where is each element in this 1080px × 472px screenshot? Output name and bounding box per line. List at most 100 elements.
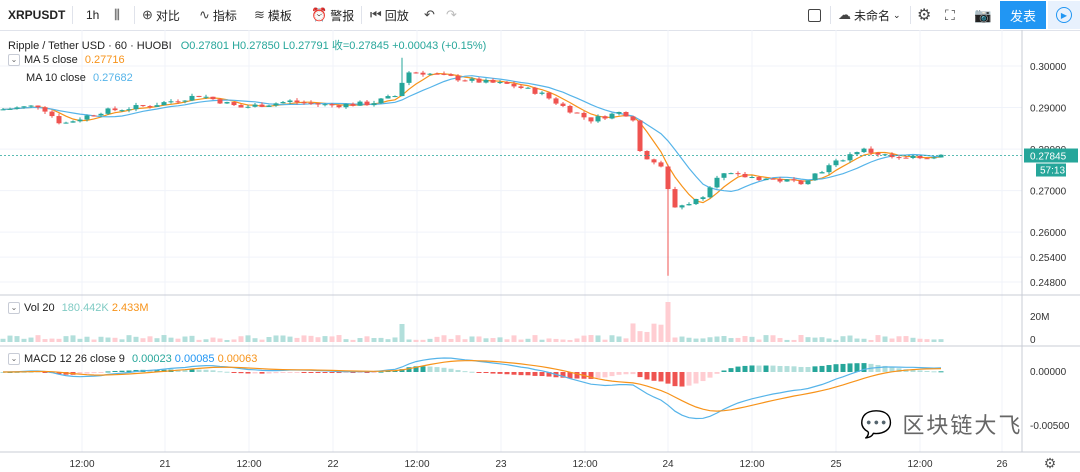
volume-bar [70,335,76,342]
macd-histogram-bar [518,372,524,376]
candle-body [343,103,349,108]
macd-histogram-bar [840,363,846,372]
undo-button[interactable]: ↶ [424,0,435,30]
volume-bar [56,338,62,342]
collapse-icon[interactable]: ⌄ [8,54,20,67]
volume-bar [609,335,615,342]
volume-bar [329,336,335,342]
volume-legend[interactable]: ⌄ Vol 20 180.442K 2.433M [8,302,149,315]
volume-bar [343,339,349,342]
volume-bar [119,339,125,342]
compare-button[interactable]: ⊕ 对比 [142,0,180,30]
macd-histogram-bar [791,366,797,372]
interval-button[interactable]: 1h [86,0,99,30]
indicators-button[interactable]: ∿ 指标 [199,0,237,30]
volume-bar [539,339,545,342]
candle-body [777,178,783,182]
indicator-lines [2,72,942,420]
candle-body [224,102,230,104]
macd-histogram-bar [427,366,433,372]
candle-body [476,78,482,83]
macd-histogram-bar [917,370,923,372]
macd-histogram-bar [910,369,916,372]
macd-histogram-bar [399,369,405,372]
candle-body [140,105,146,107]
volume-bar [651,323,657,342]
candle-body [637,120,643,152]
candle-body [469,78,475,81]
macd-histogram-bar [434,367,440,372]
candle-body [280,102,286,104]
symbol-search[interactable]: XRPUSDT [8,0,65,30]
candle-body [203,96,209,98]
fullscreen-chart-button[interactable] [808,0,821,30]
macd-histogram-bar [294,372,300,373]
macd-histogram-bar [350,372,356,373]
settings-button[interactable]: ⚙ [917,0,931,30]
macd-histogram-bar [196,369,202,372]
candle-body [406,72,412,83]
volume-bar [637,331,643,342]
collapse-icon[interactable]: ⌄ [8,302,20,315]
candle-body [322,104,328,106]
volume-bar [875,335,881,342]
candle-body [217,99,223,104]
macd-legend[interactable]: ⌄ MACD 12 26 close 9 0.00023 0.00085 0.00… [8,353,257,366]
macd-histogram-bar [679,372,685,387]
volume-bar [574,338,580,342]
macd-histogram-bar [259,372,265,374]
candle-body [819,172,825,174]
alert-button[interactable]: ⏰ 警报 [311,0,354,30]
symbol-legend: Ripple / Tether USD · 60 · HUOBI O0.2780… [8,37,486,53]
volume-bar [791,339,797,342]
volume-bar [406,339,412,342]
layout-menu[interactable]: ☁ 未命名 ⌄ [838,0,901,30]
ohlc-high: H0.27850 [232,40,280,52]
templates-button[interactable]: ≋ 模板 [254,0,292,30]
ma5-legend[interactable]: ⌄ MA 5 close 0.27716 [8,54,125,67]
redo-button[interactable]: ↷ [446,0,457,30]
volume-bar [63,336,69,342]
time-axis-label: 21 [159,459,171,470]
snapshot-button[interactable]: 📷 [974,0,991,30]
candle-body [154,105,160,107]
candle-body [336,105,342,108]
macd-histogram-bar [329,372,335,373]
macd-histogram-bar [462,371,468,373]
macd-label: MACD 12 26 close 9 [24,353,125,365]
macd-histogram-bar [273,372,279,374]
play-button[interactable]: ▶ [1048,1,1080,29]
alert-label: 警报 [330,8,355,23]
volume-bar [427,338,433,342]
macd-axis-label: -0.00500 [1030,421,1070,432]
candle-body [616,111,622,114]
candle-body [28,105,34,107]
candle-body [756,176,762,181]
replay-button[interactable]: ⏮ 回放 [370,0,409,30]
candle-style-button[interactable]: ⫼ [114,0,120,30]
volume-bar [721,336,727,342]
candle-body [455,75,461,81]
candle-body [693,198,699,205]
macd-histogram-bar [770,365,776,372]
ma10-legend[interactable]: MA 10 close 0.27682 [26,72,133,84]
macd-histogram-bar [357,372,363,373]
macd-histogram-bar [91,372,97,374]
publish-button[interactable]: 发表 [1000,1,1046,29]
candle-body [189,95,195,101]
fullscreen-button[interactable]: ⛶ [945,0,955,30]
replay-label: 回放 [384,8,409,23]
candle-body [539,92,545,94]
candle-body [147,106,153,108]
volume-bar [868,339,874,342]
candle-body [175,101,181,103]
compare-label: 对比 [155,8,180,23]
time-axis-label: 12:00 [572,459,597,470]
ohlc-low: L0.27791 [282,40,329,52]
volume-bar [511,335,517,342]
candle-body [630,116,636,121]
volume-bar [224,339,230,342]
volume-bar [280,335,286,342]
collapse-icon[interactable]: ⌄ [8,353,20,366]
